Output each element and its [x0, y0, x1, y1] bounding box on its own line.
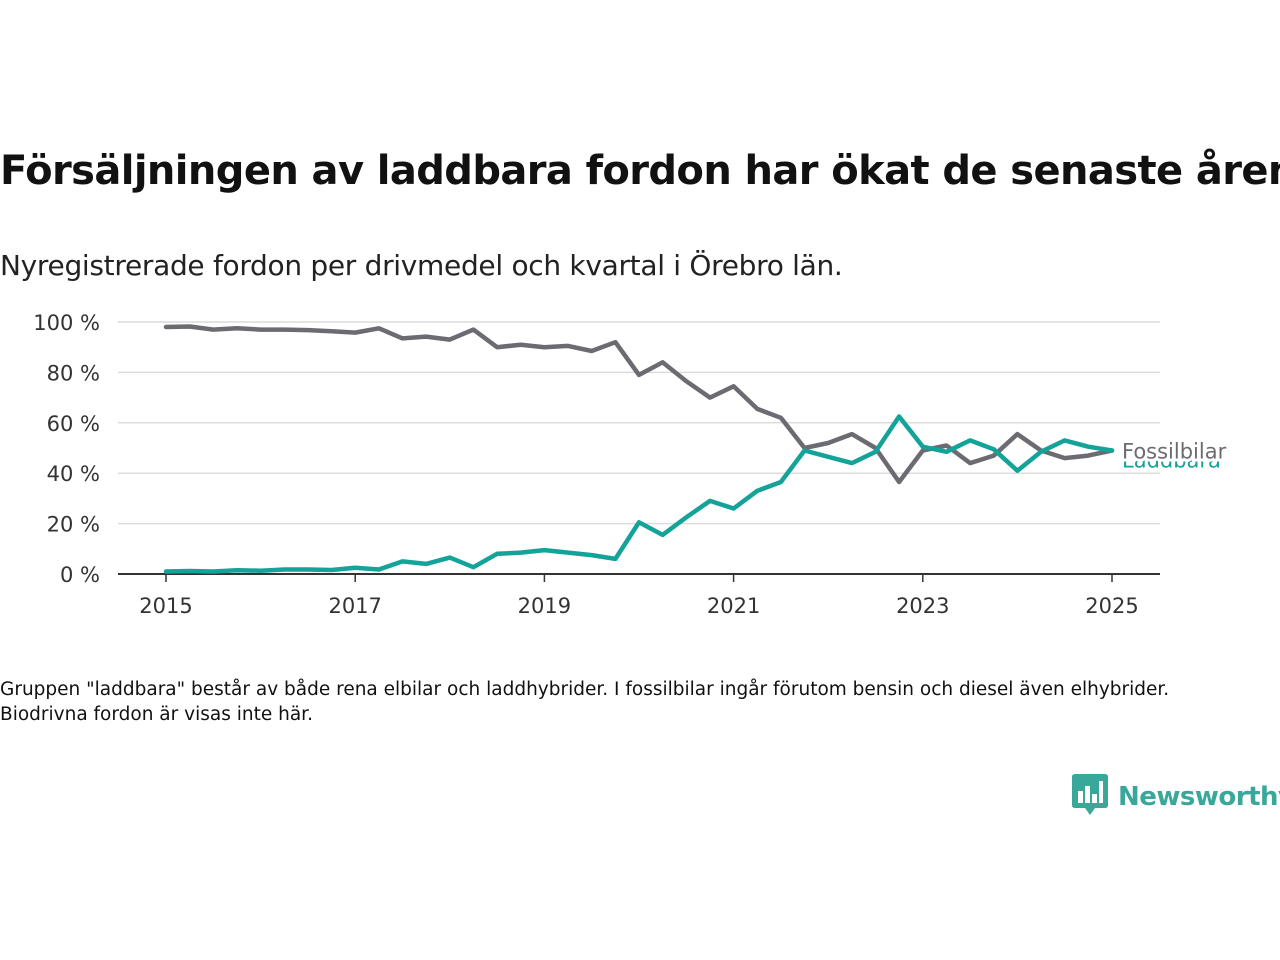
bar-chart-speech-bubble-icon: [1072, 774, 1108, 820]
series-line-laddbara: [163, 414, 1115, 574]
x-tick-label: 2021: [707, 594, 760, 618]
y-tick-label: 80 %: [47, 361, 100, 385]
x-tick-label: 2017: [328, 594, 381, 618]
newsworthy-logo[interactable]: Newsworthy: [1072, 774, 1280, 820]
series-label-laddbara: Laddbara: [1122, 449, 1221, 473]
y-tick-label: 20 %: [47, 513, 100, 537]
x-tick-label: 2023: [896, 594, 949, 618]
x-tick-label: 2025: [1085, 594, 1138, 618]
gridlines: [118, 321, 1160, 525]
y-tick-label: 40 %: [47, 462, 100, 486]
x-tick-label: 2019: [518, 594, 571, 618]
series-label-fossilbilar: Fossilbilar: [1122, 440, 1227, 464]
line-chart: 0 % 20 % 40 % 60 % 80 % 100 % 2015 2017 2019 202…: [33, 311, 1230, 618]
series-lines: [163, 324, 1115, 574]
brand-name: Newsworthy: [1118, 782, 1280, 812]
y-tick-label: 100 %: [33, 311, 100, 335]
y-tick-label: 60 %: [47, 412, 100, 436]
series-line-fossilbilar: [163, 324, 1115, 485]
x-tick-label: 2015: [139, 594, 192, 618]
y-tick-label: 0 %: [60, 563, 100, 587]
chart-title: Försäljningen av laddbara fordon har öka…: [0, 148, 1280, 194]
footnote: Gruppen "laddbara" består av både rena e…: [0, 679, 1170, 725]
y-axis: 0 % 20 % 40 % 60 % 80 % 100 %: [33, 311, 100, 587]
chart-subtitle: Nyregistrerade fordon per drivmedel och …: [0, 249, 843, 282]
x-axis: 2015 2017 2019 2021 2023 2025: [118, 573, 1160, 618]
